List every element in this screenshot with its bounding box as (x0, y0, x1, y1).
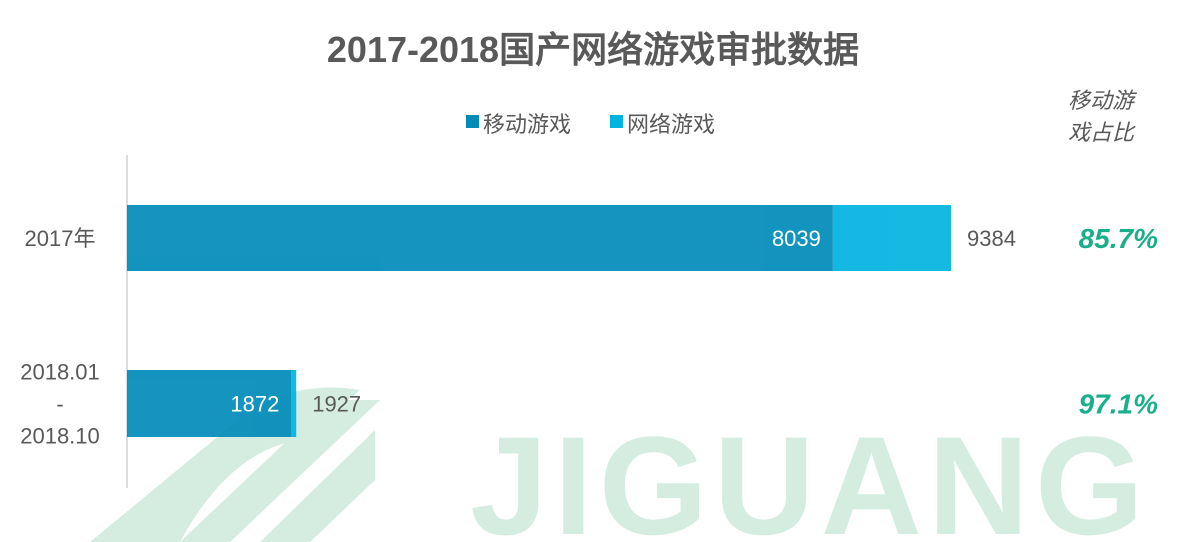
total-label: 1927 (312, 392, 361, 417)
watermark: JIGUANG (90, 387, 1150, 542)
total-label: 9384 (967, 226, 1016, 251)
watermark-logo-stripe1 (180, 400, 380, 542)
bar-network-0 (832, 205, 951, 271)
bar-network-1 (291, 370, 297, 437)
share-label: 85.7% (1079, 223, 1158, 254)
legend: 移动游戏 网络游戏 (466, 112, 715, 137)
category-label: - (56, 392, 63, 417)
category-label: 2018.10 (20, 424, 100, 449)
watermark-text: JIGUANG (470, 407, 1150, 542)
data-label-mobile: 8039 (772, 226, 821, 251)
legend-label-mobile: 移动游戏 (483, 112, 571, 137)
bar-mobile-0 (127, 205, 833, 271)
category-label: 2018.01 (20, 360, 100, 385)
watermark-logo-stripe2 (260, 430, 375, 542)
data-label-mobile: 1872 (230, 392, 279, 417)
share-header-line1: 移动游 (1068, 88, 1138, 113)
legend-swatch-network (610, 115, 623, 128)
share-header-line2: 戏占比 (1068, 120, 1136, 145)
legend-swatch-mobile (466, 115, 479, 128)
category-label: 2017年 (25, 226, 96, 251)
bar-mobile-1 (127, 370, 292, 437)
share-label: 97.1% (1079, 389, 1158, 420)
legend-label-network: 网络游戏 (627, 112, 715, 137)
chart-title: 2017-2018国产网络游戏审批数据 (327, 29, 859, 70)
